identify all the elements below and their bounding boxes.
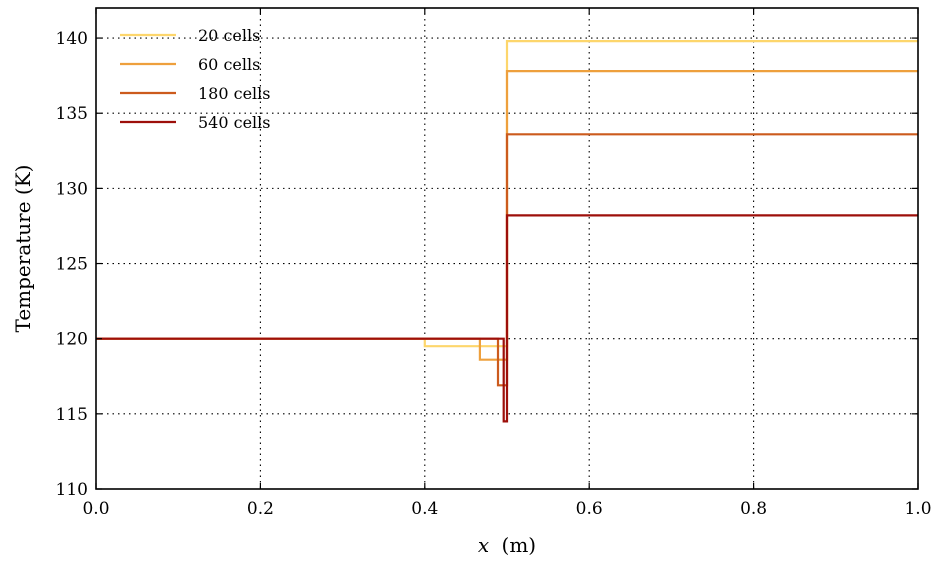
x-tick-label: 1.0: [904, 499, 931, 519]
legend-entry-label: 540 cells: [198, 113, 271, 132]
y-tick-label: 110: [56, 480, 88, 500]
y-tick-label: 135: [56, 104, 88, 124]
x-axis-label-symbol: x: [478, 533, 489, 557]
x-tick-label: 0.0: [82, 499, 109, 519]
x-tick-label: 0.6: [576, 499, 603, 519]
y-tick-label: 140: [56, 29, 88, 49]
legend: 20 cells 60 cells 180 cells 540 cells: [120, 26, 271, 132]
legend-entry-label: 180 cells: [198, 84, 271, 103]
legend-entry-label: 60 cells: [198, 55, 260, 74]
x-axis-label-unit: (m): [502, 533, 537, 557]
x-tick-label: 0.2: [247, 499, 274, 519]
x-tick-label: 0.4: [411, 499, 438, 519]
y-axis-label: Temperature (K): [11, 165, 35, 333]
series-lines: [96, 39, 918, 423]
y-tick-label: 125: [56, 255, 88, 275]
x-tick-labels: 0.0 0.2 0.4 0.6 0.8 1.0: [82, 499, 931, 519]
x-axis-label: x (m): [478, 533, 536, 557]
y-tick-label: 130: [56, 179, 88, 199]
legend-entry-label: 20 cells: [198, 26, 260, 45]
y-tick-label: 115: [56, 405, 88, 425]
x-tick-label: 0.8: [740, 499, 767, 519]
plot-frame: [95, 7, 919, 490]
series-line-540-cells: [96, 214, 918, 423]
y-tick-label: 120: [56, 330, 88, 350]
y-tick-labels: 110 115 120 125 130 135 140: [56, 29, 88, 500]
